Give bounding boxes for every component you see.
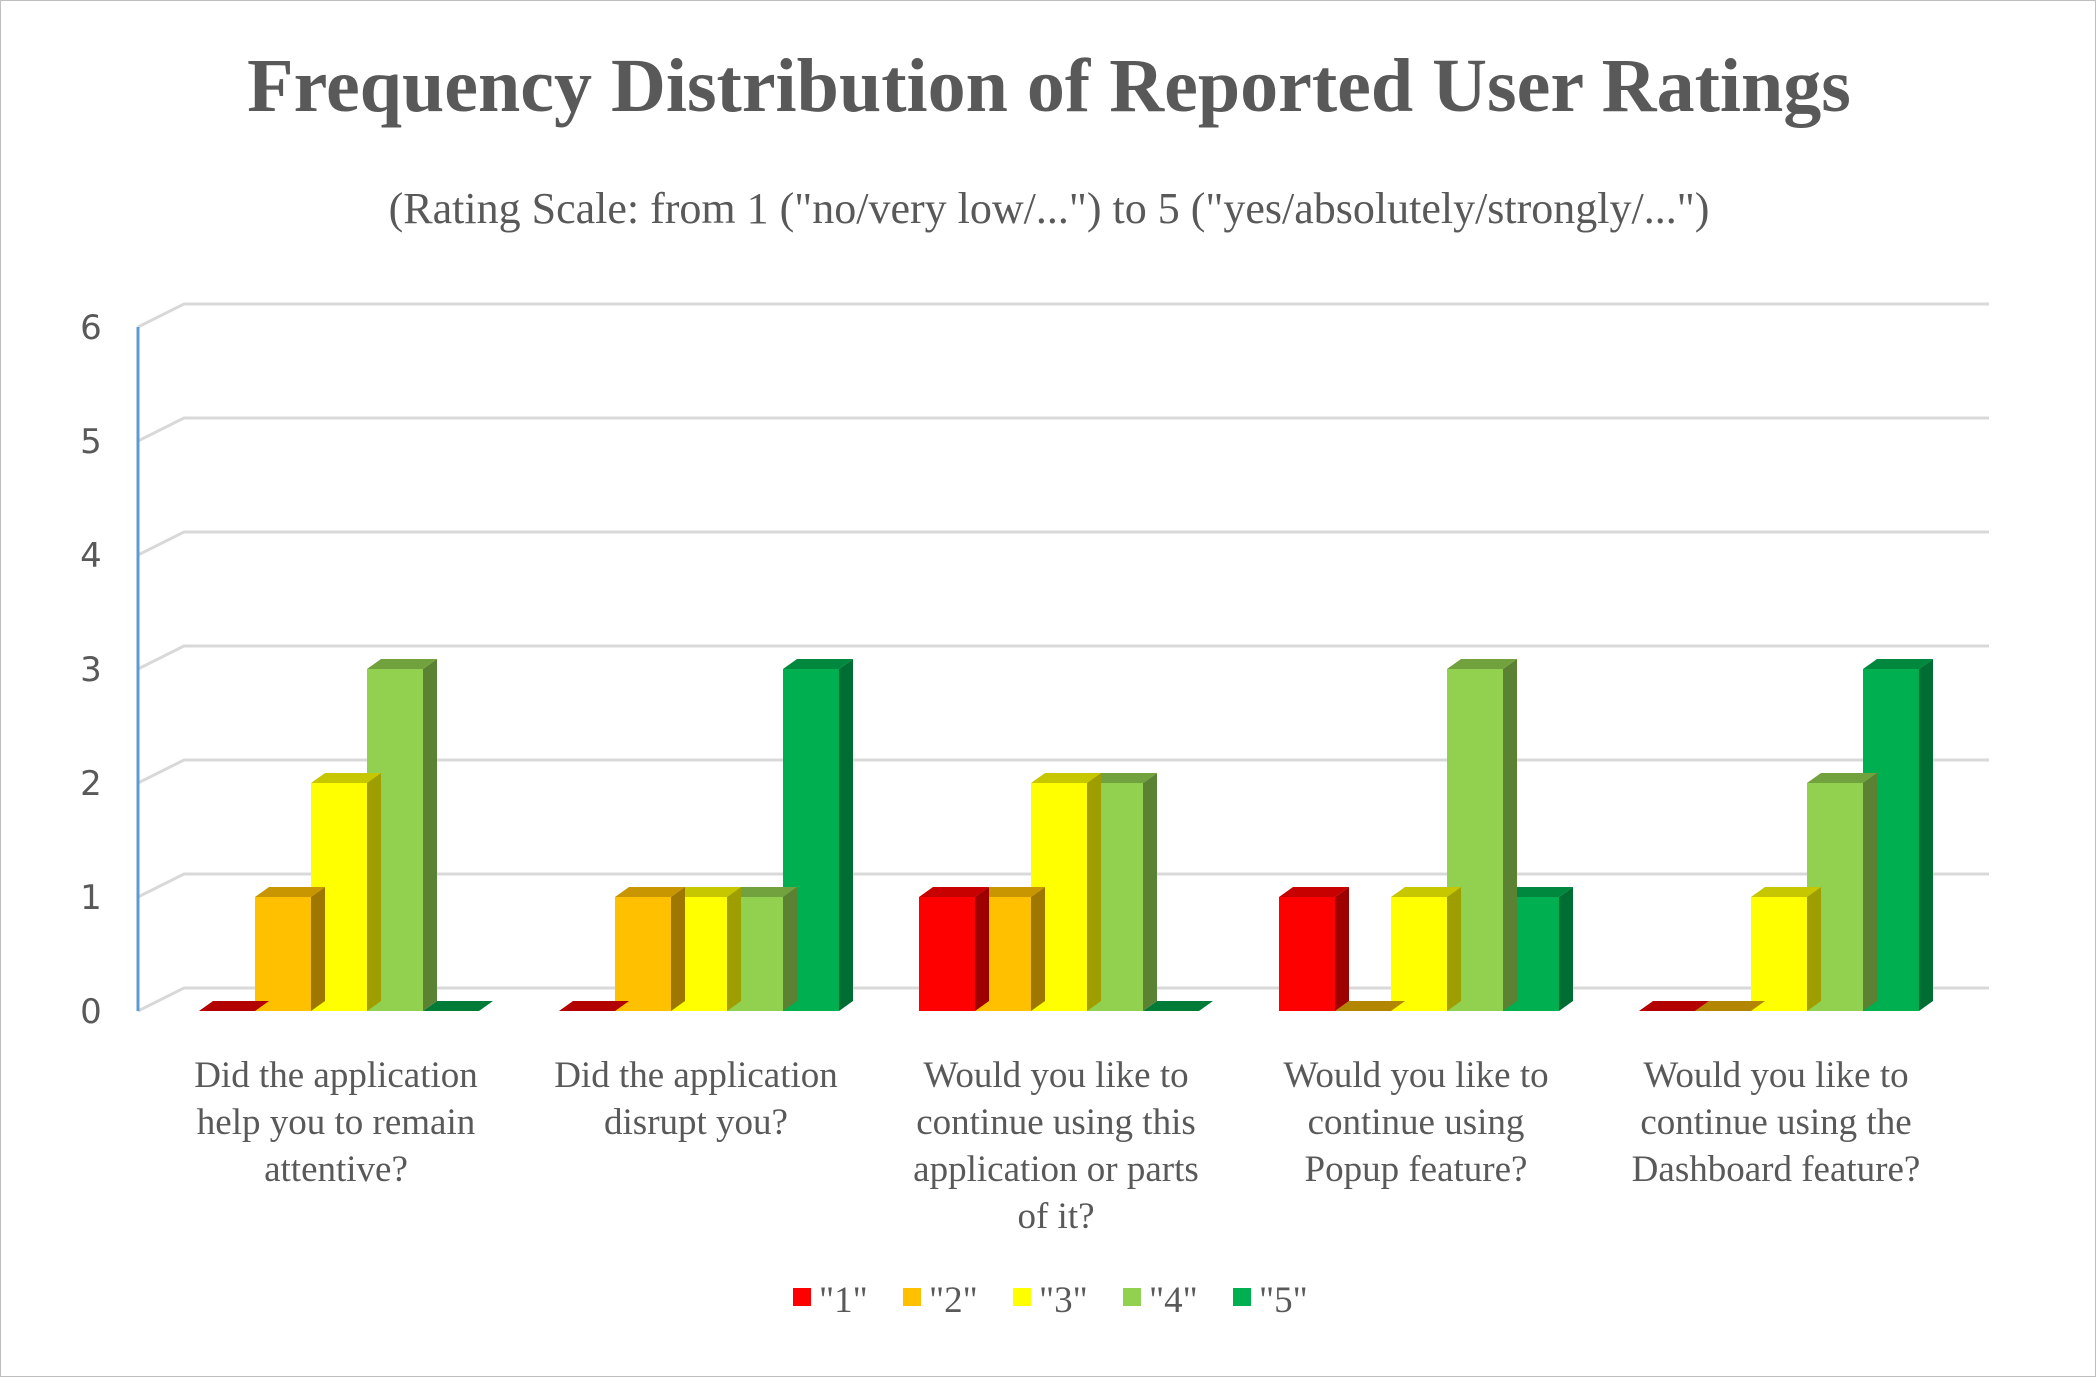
category-label: Did the application disrupt you?: [554, 1055, 838, 1143]
gridline: [137, 644, 1989, 671]
bar-series-1: [199, 1001, 269, 1011]
legend-label: "3": [1039, 1280, 1088, 1321]
y-tick-label: 0: [80, 992, 102, 1032]
chart-subtitle: (Rating Scale: from 1 ("no/very low/..."…: [389, 184, 1710, 233]
bar-series-5: [783, 659, 853, 1011]
legend-item: "5": [1233, 1280, 1308, 1321]
gridline: [137, 986, 1989, 1013]
legend: "1" "2" "3" "4" "5": [793, 1280, 1308, 1321]
category-labels: Did the application help you to remain att…: [194, 1055, 1920, 1237]
bar-series-2: [615, 887, 685, 1011]
category-label: Would you like to continue using this appl…: [913, 1055, 1199, 1237]
y-tick-label: 1: [80, 878, 102, 918]
bar-series-1: [1279, 887, 1349, 1011]
legend-label: "2": [929, 1280, 978, 1321]
legend-swatch: [793, 1288, 811, 1306]
gridline: [137, 416, 1989, 443]
gridline: [137, 872, 1989, 899]
legend-swatch: [1013, 1288, 1031, 1306]
y-tick-label: 5: [80, 422, 102, 462]
y-tick-label: 3: [80, 650, 102, 690]
legend-label: "4": [1149, 1280, 1198, 1321]
bars: [199, 659, 1933, 1011]
chart-title: Frequency Distribution of Reported User …: [247, 44, 1851, 128]
bar-series-4: [727, 887, 797, 1011]
category-label: Did the application help you to remain att…: [194, 1055, 478, 1190]
bar-series-3: [1751, 887, 1821, 1011]
legend-swatch: [1233, 1288, 1251, 1306]
gridline: [137, 530, 1989, 557]
legend-label: "5": [1259, 1280, 1308, 1321]
y-axis: 0 1 2 3 4 5 6: [80, 308, 140, 1032]
bar-series-5: [423, 1001, 493, 1011]
bar-series-1: [1639, 1001, 1709, 1011]
category-label: Would you like to continue using Popup fea…: [1283, 1055, 1548, 1190]
bar-series-2: [1335, 1001, 1405, 1011]
legend-item: "4": [1123, 1280, 1198, 1321]
bar-series-3: [1391, 887, 1461, 1011]
bar-series-1: [919, 887, 989, 1011]
legend-item: "2": [903, 1280, 978, 1321]
gridline: [137, 758, 1989, 785]
bar-series-2: [1695, 1001, 1765, 1011]
gridlines: [137, 302, 1989, 1013]
y-tick-label: 4: [80, 536, 102, 576]
legend-swatch: [903, 1288, 921, 1306]
legend-item: "3": [1013, 1280, 1088, 1321]
bar-series-5: [1143, 1001, 1213, 1011]
y-tick-label: 2: [80, 764, 102, 804]
bar-series-1: [559, 1001, 629, 1011]
legend-label: "1": [819, 1280, 868, 1321]
legend-swatch: [1123, 1288, 1141, 1306]
legend-item: "1": [793, 1280, 868, 1321]
bar-series-2: [255, 887, 325, 1011]
gridline: [137, 302, 1989, 329]
y-tick-label: 6: [80, 308, 102, 348]
category-label: Would you like to continue using the Dashb…: [1632, 1055, 1921, 1190]
